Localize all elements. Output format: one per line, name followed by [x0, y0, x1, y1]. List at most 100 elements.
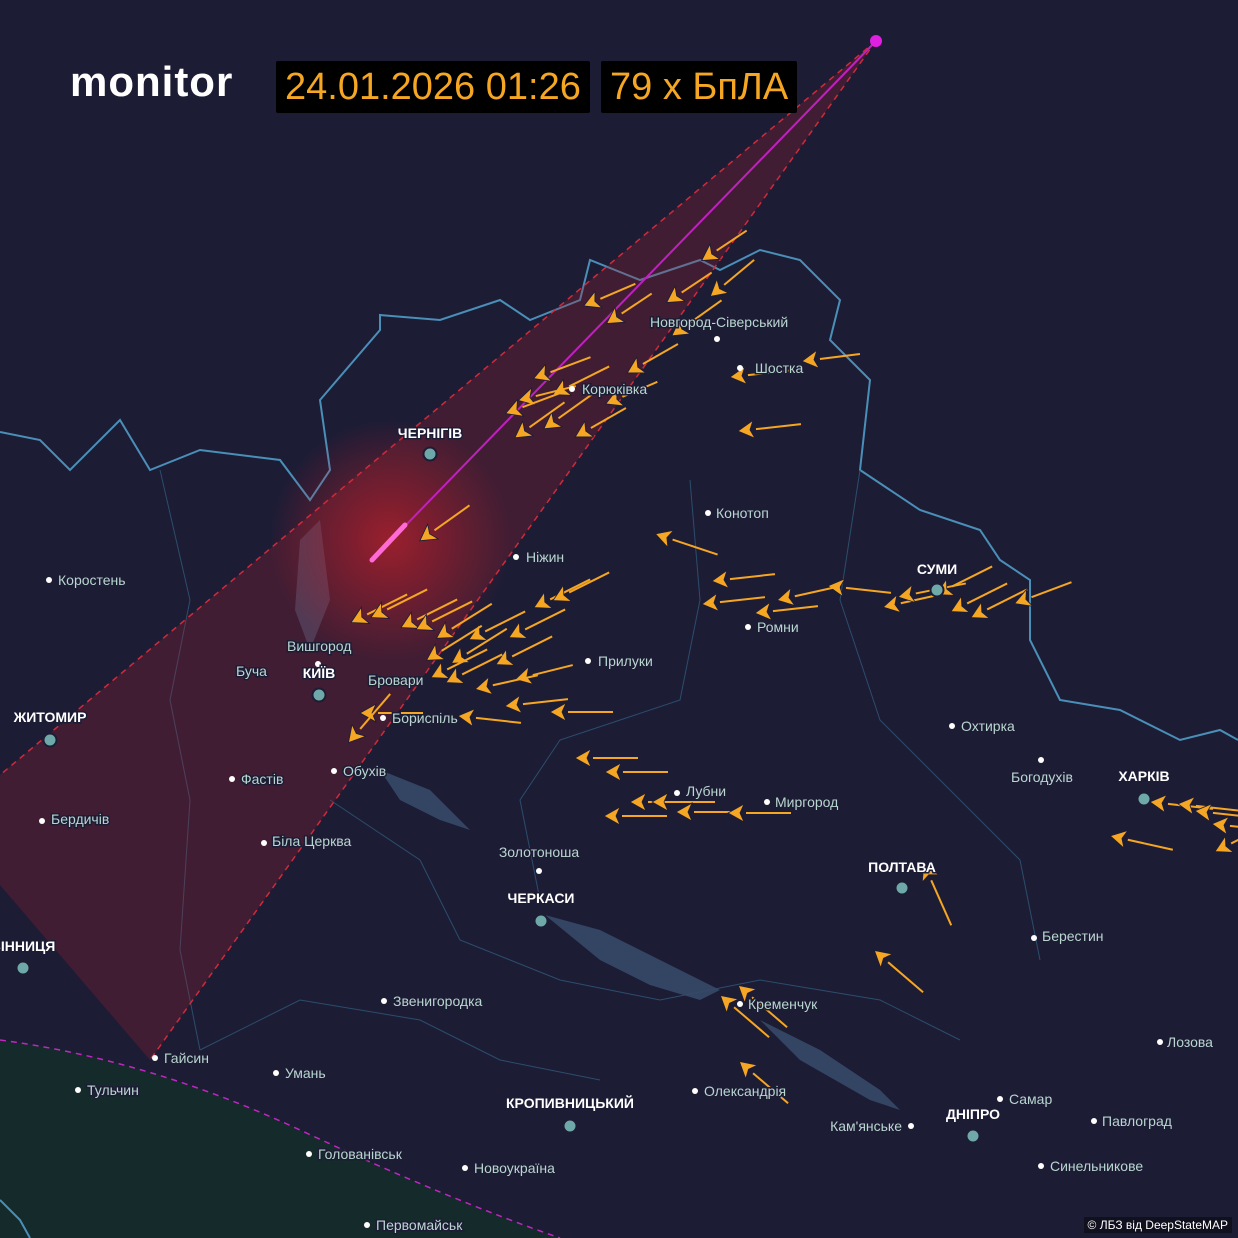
city-label: Кам'янське [830, 1118, 902, 1134]
drone [1194, 802, 1213, 823]
drone [605, 388, 626, 407]
drone-trail [532, 664, 574, 677]
city-label: Лозова [1167, 1034, 1213, 1050]
drone [606, 305, 627, 324]
drone-trail [951, 565, 993, 588]
city-label: Павлоград [1102, 1113, 1172, 1129]
drone-trail [930, 879, 953, 926]
city-label: Корюківка [582, 381, 647, 397]
drone [350, 606, 371, 624]
city-label: Миргород [775, 794, 838, 810]
city-label: ЧЕРКАСИ [508, 890, 575, 906]
drone-trail [1229, 824, 1238, 828]
city-marker [42, 732, 58, 748]
drone [801, 349, 821, 370]
drone [543, 410, 564, 430]
launch-point [870, 35, 882, 47]
city-dot [674, 790, 680, 796]
drone [415, 613, 436, 631]
drone [574, 748, 592, 768]
city-marker [1136, 791, 1152, 807]
logo: monitor [70, 58, 234, 105]
drones [347, 229, 1238, 1104]
drone [574, 419, 595, 438]
city-label: Богодухів [1011, 769, 1073, 785]
city-dot [75, 1087, 81, 1093]
city-label: Ромни [757, 619, 799, 635]
city-label: КРОПИВНИЦЬКИЙ [506, 1094, 634, 1111]
oblast-borders [159, 469, 1041, 1081]
city-label: Лубни [686, 783, 726, 799]
drone [430, 661, 451, 679]
city-dot [949, 723, 955, 729]
drone-count: 79 х БпЛА [601, 61, 798, 113]
drone-trail [451, 602, 493, 630]
sector-edges [0, 40, 877, 1061]
city-label: Звенигородка [393, 993, 483, 1009]
drone [532, 363, 553, 382]
drone-trail [723, 259, 755, 286]
drone-trail [528, 401, 566, 429]
city-marker [562, 1118, 578, 1134]
cities: Новгород-Сіверський Шостка Корюківка ЧЕРНІГ… [0, 313, 1215, 1235]
city-dot [381, 998, 387, 1004]
drone-trail [492, 674, 539, 687]
drone-trail [986, 588, 1028, 611]
drone [583, 290, 604, 309]
drone [359, 703, 377, 723]
city-dot [705, 510, 711, 516]
city-label: Умань [285, 1065, 326, 1081]
drone-trail [733, 1006, 770, 1038]
drone [738, 1060, 759, 1081]
drone [671, 317, 692, 337]
drone [776, 586, 796, 607]
drone-trail [887, 961, 924, 993]
drone-trail [719, 596, 766, 604]
city-dot [380, 715, 386, 721]
drone [514, 419, 535, 439]
city-label: Гайсин [164, 1050, 209, 1066]
drone-trail [1031, 581, 1072, 599]
drone [504, 398, 525, 417]
drone [1013, 588, 1034, 607]
drone-trail [729, 573, 776, 581]
missile [369, 522, 408, 563]
city-dot [331, 768, 337, 774]
missile-track [371, 40, 877, 561]
city-dot [261, 668, 267, 674]
drone [400, 611, 421, 629]
city-dot [39, 818, 45, 824]
city-label: Буча [236, 663, 267, 679]
city-marker [311, 687, 327, 703]
drone [603, 806, 621, 826]
drone-trail [621, 380, 658, 398]
drone [950, 595, 971, 613]
city-label: Бердичів [51, 811, 109, 827]
city-label: Конотоп [716, 505, 769, 521]
city-label: СУМИ [917, 561, 957, 577]
drone [719, 994, 740, 1015]
city-label: Тульчин [87, 1082, 139, 1098]
drone [549, 702, 567, 722]
drone [709, 277, 730, 297]
city-label: Олександрія [704, 1083, 786, 1099]
drone [457, 707, 476, 728]
drone-trail [550, 356, 591, 374]
city-label: ДНІПРО [946, 1106, 1000, 1122]
drone [347, 723, 368, 744]
drone-trail [535, 385, 577, 398]
city-label: ЖИТОМИР [13, 709, 87, 725]
drone-trail [1127, 838, 1174, 851]
drone [419, 522, 440, 542]
drone [504, 694, 523, 715]
city-label: Бровари [368, 672, 423, 688]
drone-trail [599, 282, 636, 300]
drone-trail [590, 407, 627, 429]
drone [508, 621, 529, 639]
drone-trail [621, 292, 653, 315]
drone-trail [966, 582, 1008, 605]
drone [626, 355, 647, 374]
city-dot [273, 1070, 279, 1076]
